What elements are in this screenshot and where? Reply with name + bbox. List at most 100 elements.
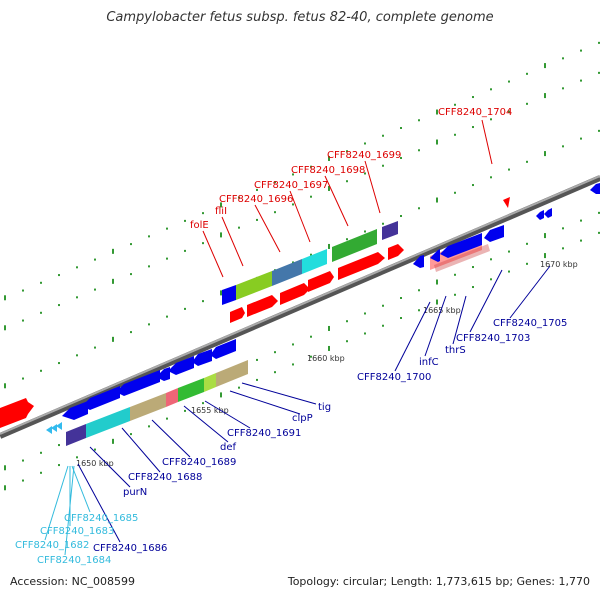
gene-r4 (156, 367, 170, 381)
tick-dot (328, 345, 330, 351)
tick-label-1665: 1665 kbp (423, 306, 461, 315)
tick-dot (346, 320, 348, 323)
label-1684: CFF8240_1684 (37, 555, 111, 566)
tick-dot (40, 311, 42, 314)
tick-dot (166, 315, 168, 318)
tick-dot (526, 102, 528, 105)
label-1685: CFF8240_1685 (64, 513, 138, 524)
tick-dot (400, 297, 402, 299)
label-infC: infC (419, 357, 439, 368)
label-1700: CFF8240_1700 (357, 372, 431, 383)
tick-dot (274, 351, 276, 354)
label-1682: CFF8240_1682 (15, 540, 89, 551)
tick-dot (256, 218, 258, 221)
tick-dot (310, 355, 312, 358)
tick-dot (544, 93, 546, 99)
tick-dot (148, 323, 150, 326)
tick-dot (40, 369, 42, 372)
tick-dot (544, 253, 546, 259)
leader-line (509, 265, 551, 319)
tick-dot (436, 299, 438, 305)
tick-dot (346, 238, 348, 241)
label-thrS: thrS (445, 345, 466, 356)
leader-line (481, 119, 493, 165)
tick-dot (22, 319, 24, 322)
label-1699: CFF8240_1699 (327, 150, 401, 161)
tick-dot (22, 459, 24, 462)
tick-dot (598, 41, 600, 44)
gene-infC (484, 225, 504, 242)
tick-dot (130, 433, 132, 436)
gene-1704 (503, 197, 510, 208)
tick-dot (400, 157, 402, 159)
tick-dot (202, 212, 204, 215)
tick-dot (112, 278, 114, 284)
tick-dot (364, 172, 366, 175)
tick-dot (508, 110, 510, 113)
tick-dot (238, 226, 240, 229)
leader-line (44, 465, 69, 541)
tick-dot (184, 307, 186, 310)
label-1696: CFF8240_1696 (219, 194, 293, 205)
tick-dot (472, 96, 474, 99)
tick-dot (310, 253, 312, 256)
tick-dot (526, 242, 528, 245)
tick-dot (382, 304, 384, 307)
tick-dot (436, 279, 438, 285)
tick-dot (112, 248, 114, 254)
tick-dot (472, 184, 474, 187)
tick-dot (544, 151, 546, 157)
gene-1686 (86, 407, 130, 438)
tick-dot (166, 257, 168, 260)
gene-r3 (116, 370, 160, 396)
tick-dot-rows (4, 41, 600, 491)
tick-dot (256, 188, 258, 191)
tick-dot (220, 202, 222, 208)
gene-1685 (66, 424, 86, 446)
leader-line (71, 465, 91, 513)
tick-dot (22, 377, 24, 380)
tick-dot (436, 109, 438, 115)
tick-dot (418, 119, 420, 122)
leader-line (469, 269, 503, 333)
tick-dot (490, 88, 492, 91)
tick-dot (76, 296, 78, 299)
leader-line (241, 382, 317, 405)
gene-1699 (382, 221, 398, 240)
tick-dot (364, 312, 366, 315)
leader-line (289, 190, 311, 243)
genome-backbone (0, 175, 600, 439)
reverse-genes (46, 183, 600, 446)
tick-dot (490, 176, 492, 179)
tick-dot (562, 145, 564, 148)
tick-dot (94, 346, 96, 349)
gene-1696 (272, 259, 302, 286)
tick-dot (454, 133, 456, 136)
tick-dot (382, 324, 384, 327)
tick-dot (562, 247, 564, 250)
tick-dot (418, 309, 420, 312)
tick-dot (220, 290, 222, 296)
gene-r5 (168, 356, 194, 375)
gene-1691 (204, 373, 216, 392)
tick-dot (94, 258, 96, 261)
tick-dot (238, 196, 240, 199)
label-1697: CFF8240_1697 (254, 180, 328, 191)
leader-line (364, 160, 381, 214)
tick-dot (508, 80, 510, 83)
tick-dot (76, 456, 78, 459)
tick-dot (256, 358, 258, 361)
tick-dot (202, 242, 204, 245)
tick-dot (472, 286, 474, 289)
tick-dot (184, 249, 186, 252)
gene-def (178, 378, 204, 402)
tick-labels: 1650 kbp 1655 kbp 1660 kbp 1665 kbp 1670… (76, 260, 578, 468)
tick-dot (580, 137, 582, 140)
tick-dot (562, 227, 564, 230)
tick-dot (292, 343, 294, 346)
label-1705: CFF8240_1705 (493, 318, 567, 329)
accession-text: Accession: NC_008599 (10, 575, 136, 588)
label-1691: CFF8240_1691 (227, 428, 301, 439)
tick-dot (148, 425, 150, 428)
gene-1697 (302, 249, 327, 274)
